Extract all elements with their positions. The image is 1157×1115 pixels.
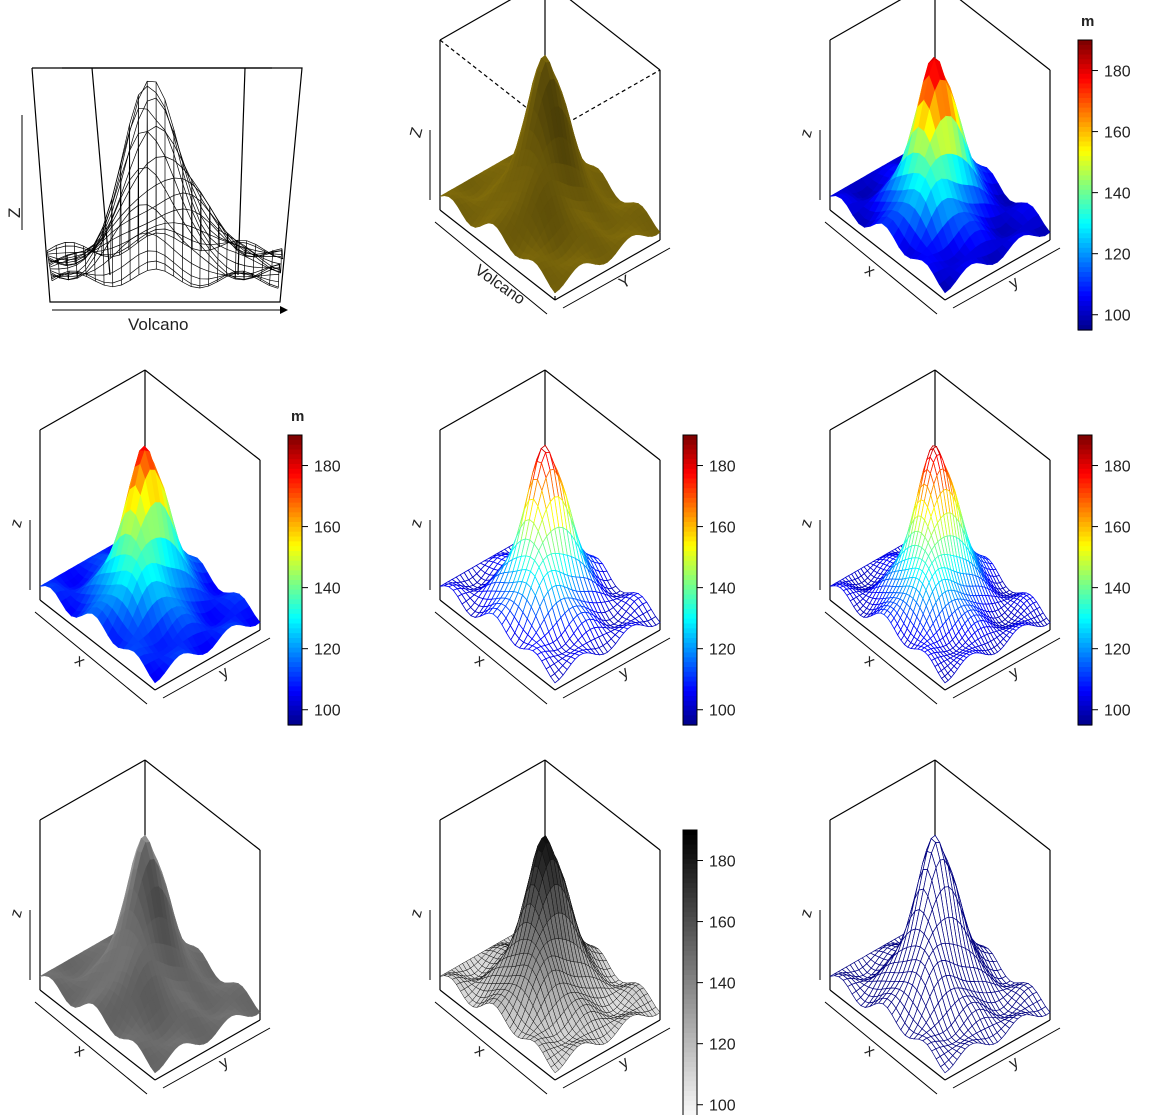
colorkey-tick: 180 xyxy=(1104,459,1131,476)
surface xyxy=(39,834,261,1074)
surface xyxy=(829,834,1051,1074)
axis-box xyxy=(829,759,1051,1081)
colorkey-tick: 140 xyxy=(709,976,736,993)
axis-box xyxy=(829,369,1051,691)
colorkey-3: m 100 120 140 160 180 xyxy=(1077,13,1131,331)
colorkey-tick: 180 xyxy=(314,459,341,476)
colorkey-tick: 100 xyxy=(1104,308,1131,325)
chart-panel-8: xyz xyxy=(407,759,671,1095)
colorkey: m 100 120 140 160 180 xyxy=(287,408,341,726)
chart-panel-1: Volcano Z xyxy=(5,67,303,334)
z-axis-label: Z xyxy=(407,125,426,139)
colorkey-title: m xyxy=(1081,13,1094,30)
x-axis-label: x xyxy=(71,652,87,671)
colorkey: 100 120 140 160 180 xyxy=(682,829,736,1115)
chart-panel-2: Volcano Y Z xyxy=(407,0,671,315)
colorkey-tick: 160 xyxy=(1104,125,1131,142)
y-axis-label: Y xyxy=(616,272,634,292)
surface xyxy=(439,835,661,1074)
colorkey-tick: 140 xyxy=(709,581,736,598)
colorkey-tick: 100 xyxy=(709,703,736,720)
surface xyxy=(829,56,1051,294)
colorkey-tick: 120 xyxy=(709,1037,736,1054)
surface xyxy=(39,445,261,684)
z-axis-label: z xyxy=(797,907,815,919)
chart-panel-7: xyz xyxy=(7,759,271,1095)
chart-panel-4: xyz xyxy=(7,369,271,705)
colorkey-tick: 160 xyxy=(314,520,341,537)
z-axis-label: z xyxy=(7,907,25,919)
colorkey-4: m 100 120 140 160 180 xyxy=(287,408,341,726)
colorkey-tick: 160 xyxy=(709,915,736,932)
surface xyxy=(829,445,1051,684)
x-axis-label: Volcano xyxy=(471,262,527,309)
z-axis-label: z xyxy=(407,517,425,529)
colorkey-tick: 100 xyxy=(314,703,341,720)
x-axis-label: Volcano xyxy=(128,315,189,334)
chart-panel-9: xyz xyxy=(797,759,1061,1095)
surface xyxy=(46,80,284,289)
colorkey-6: 100 120 140 160 180 xyxy=(1077,434,1131,726)
axis-box xyxy=(39,759,261,1081)
colorkey-tick: 160 xyxy=(1104,520,1131,537)
chart-panel-3: xyz xyxy=(797,0,1061,315)
chart-panel-5: xyz xyxy=(407,369,671,705)
z-axis-label: z xyxy=(407,907,425,919)
axis-box xyxy=(31,67,303,303)
colorkey-8: 100 120 140 160 180 xyxy=(682,829,736,1115)
z-axis-label: z xyxy=(797,127,815,139)
axis-box xyxy=(39,369,261,691)
axis-box xyxy=(439,369,661,691)
colorkey-tick: 120 xyxy=(1104,642,1131,659)
colorkey: m 100 120 140 160 180 xyxy=(1077,13,1131,331)
colorkey-tick: 160 xyxy=(709,520,736,537)
x-axis-label: x xyxy=(471,652,487,671)
surface xyxy=(439,444,661,684)
surface xyxy=(439,54,661,294)
colorkey-tick: 100 xyxy=(1104,703,1131,720)
axis-box xyxy=(829,0,1051,301)
x-axis-label: x xyxy=(861,1042,877,1061)
colorkey-tick: 180 xyxy=(709,854,736,871)
z-axis-label: z xyxy=(7,517,25,529)
x-axis-label: x xyxy=(71,1042,87,1061)
z-axis-label: z xyxy=(797,517,815,529)
colorkey-tick: 180 xyxy=(709,459,736,476)
colorkey-tick: 140 xyxy=(314,581,341,598)
colorkey: 100 120 140 160 180 xyxy=(682,434,736,726)
x-axis-label: x xyxy=(861,652,877,671)
z-axis-label: Z xyxy=(5,208,24,218)
chart-panel-6: xyz xyxy=(797,369,1061,705)
colorkey-title: m xyxy=(291,408,304,425)
colorkey: 100 120 140 160 180 xyxy=(1077,434,1131,726)
x-axis-label: x xyxy=(471,1042,487,1061)
colorkey-tick: 180 xyxy=(1104,64,1131,81)
axis-box xyxy=(439,759,661,1081)
colorkey-tick: 120 xyxy=(1104,247,1131,264)
x-axis-label: x xyxy=(861,262,877,281)
colorkey-tick: 120 xyxy=(709,642,736,659)
colorkey-tick: 140 xyxy=(1104,581,1131,598)
colorkey-tick: 140 xyxy=(1104,186,1131,203)
colorkey-tick: 100 xyxy=(709,1098,736,1115)
colorkey-5: 100 120 140 160 180 xyxy=(682,434,736,726)
colorkey-tick: 120 xyxy=(314,642,341,659)
